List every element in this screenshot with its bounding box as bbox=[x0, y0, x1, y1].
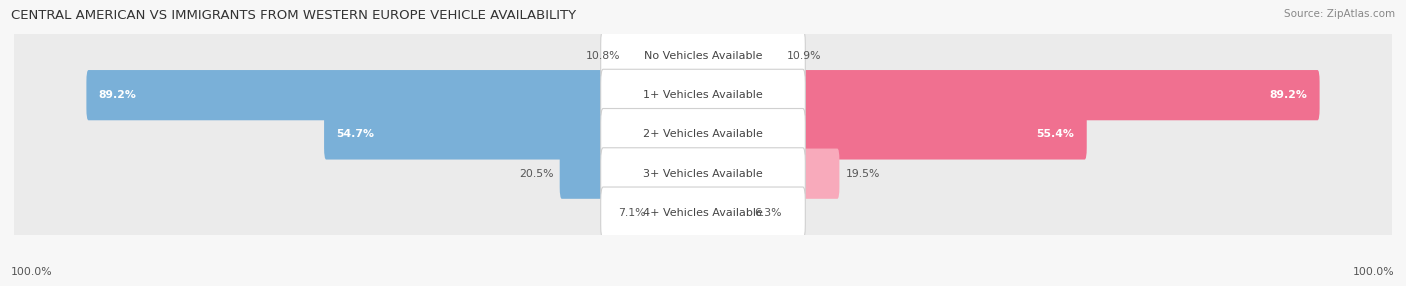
FancyBboxPatch shape bbox=[652, 188, 659, 238]
Text: 19.5%: 19.5% bbox=[845, 169, 880, 179]
Text: No Vehicles Available: No Vehicles Available bbox=[644, 51, 762, 61]
Text: 20.5%: 20.5% bbox=[519, 169, 554, 179]
Text: 54.7%: 54.7% bbox=[336, 130, 374, 139]
Text: Source: ZipAtlas.com: Source: ZipAtlas.com bbox=[1284, 9, 1395, 19]
FancyBboxPatch shape bbox=[11, 138, 1395, 209]
FancyBboxPatch shape bbox=[600, 69, 806, 121]
Text: 3+ Vehicles Available: 3+ Vehicles Available bbox=[643, 169, 763, 179]
FancyBboxPatch shape bbox=[801, 70, 1320, 120]
Text: 10.9%: 10.9% bbox=[786, 51, 821, 61]
FancyBboxPatch shape bbox=[600, 108, 806, 160]
FancyBboxPatch shape bbox=[600, 148, 806, 200]
Text: 7.1%: 7.1% bbox=[619, 208, 645, 218]
FancyBboxPatch shape bbox=[560, 148, 605, 199]
Text: 1+ Vehicles Available: 1+ Vehicles Available bbox=[643, 90, 763, 100]
FancyBboxPatch shape bbox=[86, 70, 605, 120]
Text: 55.4%: 55.4% bbox=[1036, 130, 1074, 139]
FancyBboxPatch shape bbox=[627, 31, 634, 81]
Text: CENTRAL AMERICAN VS IMMIGRANTS FROM WESTERN EUROPE VEHICLE AVAILABILITY: CENTRAL AMERICAN VS IMMIGRANTS FROM WEST… bbox=[11, 9, 576, 21]
FancyBboxPatch shape bbox=[600, 30, 806, 82]
Text: 100.0%: 100.0% bbox=[1353, 267, 1395, 277]
Text: 4+ Vehicles Available: 4+ Vehicles Available bbox=[643, 208, 763, 218]
FancyBboxPatch shape bbox=[801, 109, 1087, 160]
FancyBboxPatch shape bbox=[600, 187, 806, 239]
Text: 89.2%: 89.2% bbox=[98, 90, 136, 100]
Text: 100.0%: 100.0% bbox=[11, 267, 53, 277]
FancyBboxPatch shape bbox=[11, 178, 1395, 248]
FancyBboxPatch shape bbox=[801, 148, 839, 199]
Text: 10.8%: 10.8% bbox=[586, 51, 620, 61]
FancyBboxPatch shape bbox=[11, 21, 1395, 91]
Text: 6.3%: 6.3% bbox=[755, 208, 782, 218]
Text: 2+ Vehicles Available: 2+ Vehicles Available bbox=[643, 130, 763, 139]
FancyBboxPatch shape bbox=[11, 99, 1395, 170]
FancyBboxPatch shape bbox=[11, 60, 1395, 130]
FancyBboxPatch shape bbox=[323, 109, 605, 160]
Text: 89.2%: 89.2% bbox=[1270, 90, 1308, 100]
